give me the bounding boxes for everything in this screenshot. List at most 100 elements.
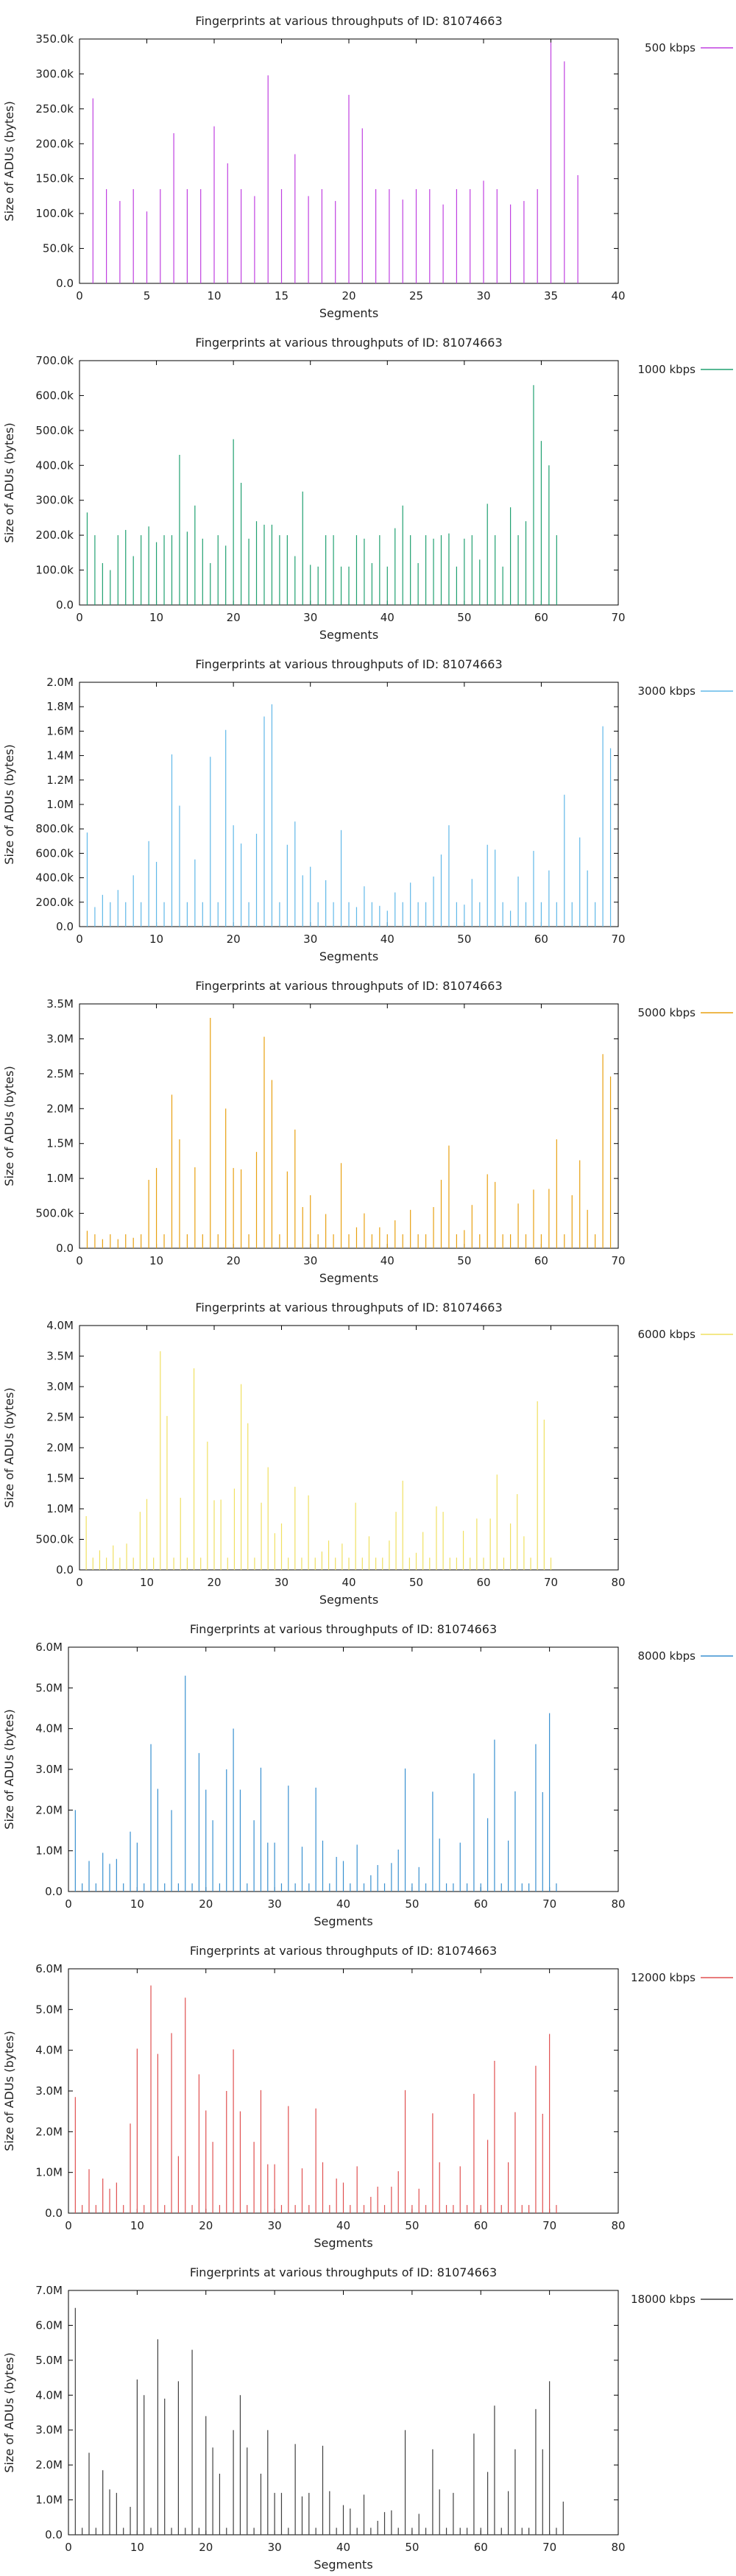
y-tick-label: 400.0k [35, 459, 74, 472]
y-tick-label: 250.0k [35, 102, 74, 116]
x-tick-label: 0 [65, 1897, 72, 1911]
x-axis-label: Segments [319, 306, 378, 320]
chart-title: Fingerprints at various throughputs of I… [190, 1944, 497, 1958]
chart-title: Fingerprints at various throughputs of I… [195, 14, 502, 28]
x-tick-label: 0 [65, 2219, 72, 2232]
chart-svg-5: Fingerprints at various throughputs of I… [2, 1622, 733, 1928]
x-tick-label: 60 [476, 1576, 490, 1589]
y-axis-label: Size of ADUs (bytes) [2, 422, 16, 542]
legend-label: 3000 kbps [638, 684, 696, 698]
y-tick-label: 0.0 [56, 598, 74, 612]
x-tick-label: 70 [542, 1897, 556, 1911]
y-tick-label: 1.5M [46, 1472, 74, 1485]
y-tick-label: 2.0M [46, 1441, 74, 1454]
chart-title: Fingerprints at various throughputs of I… [190, 1622, 497, 1636]
legend-label: 1000 kbps [638, 363, 696, 376]
y-tick-label: 6.0M [35, 2318, 63, 2332]
y-axis-label: Size of ADUs (bytes) [2, 2352, 16, 2472]
x-axis-label: Segments [319, 1593, 378, 1607]
x-tick-label: 30 [275, 1576, 289, 1589]
chart-panel-0: Fingerprints at various throughputs of I… [0, 0, 736, 322]
y-tick-label: 5.0M [35, 2354, 63, 2367]
x-tick-label: 20 [227, 611, 241, 624]
series-bars [74, 2307, 564, 2535]
y-tick-label: 500.0k [35, 1207, 74, 1220]
x-axis-label: Segments [319, 949, 378, 963]
y-tick-label: 6.0M [35, 1962, 63, 1975]
x-tick-label: 60 [474, 2219, 488, 2232]
x-tick-label: 70 [611, 611, 625, 624]
chart-svg-3: Fingerprints at various throughputs of I… [2, 979, 733, 1285]
x-tick-label: 20 [199, 1897, 213, 1911]
x-tick-label: 20 [227, 933, 241, 946]
y-tick-label: 7.0M [35, 2284, 63, 2297]
y-tick-label: 2.5M [46, 1067, 74, 1080]
x-tick-label: 10 [149, 1254, 163, 1267]
y-axis-label: Size of ADUs (bytes) [2, 1066, 16, 1186]
legend-label: 18000 kbps [631, 2293, 696, 2306]
x-axis-label: Segments [314, 2558, 372, 2572]
x-tick-label: 10 [140, 1576, 154, 1589]
x-tick-label: 30 [476, 289, 490, 302]
series-bars [74, 1985, 557, 2213]
x-tick-label: 15 [275, 289, 289, 302]
chart-svg-6: Fingerprints at various throughputs of I… [2, 1944, 733, 2250]
y-tick-label: 200.0k [35, 528, 74, 542]
y-tick-label: 350.0k [35, 32, 74, 46]
x-axis-label: Segments [319, 628, 378, 642]
x-tick-label: 0 [76, 1576, 83, 1589]
x-tick-label: 5 [144, 289, 151, 302]
chart-panel-5: Fingerprints at various throughputs of I… [0, 1608, 736, 1930]
y-tick-label: 2.5M [46, 1411, 74, 1424]
y-tick-label: 700.0k [35, 354, 74, 367]
y-axis-label: Size of ADUs (bytes) [2, 1709, 16, 1829]
y-tick-label: 1.0M [35, 2166, 63, 2179]
y-tick-label: 6.0M [35, 1641, 63, 1654]
y-tick-label: 3.5M [46, 1350, 74, 1363]
y-tick-label: 150.0k [35, 172, 74, 185]
legend-label: 500 kbps [645, 41, 696, 54]
y-tick-label: 1.8M [46, 700, 74, 713]
x-tick-label: 30 [303, 933, 317, 946]
y-tick-label: 1.6M [46, 724, 74, 737]
y-tick-label: 3.0M [46, 1032, 74, 1045]
x-tick-label: 30 [303, 611, 317, 624]
y-tick-label: 1.4M [46, 749, 74, 762]
chart-svg-4: Fingerprints at various throughputs of I… [2, 1301, 733, 1607]
x-tick-label: 0 [76, 1254, 83, 1267]
y-axis-label: Size of ADUs (bytes) [2, 2031, 16, 2151]
x-tick-label: 40 [381, 933, 394, 946]
y-tick-label: 1.0M [35, 1844, 63, 1858]
legend-label: 12000 kbps [631, 1971, 696, 1984]
x-tick-label: 20 [342, 289, 355, 302]
x-tick-label: 40 [336, 1897, 350, 1911]
y-tick-label: 600.0k [35, 389, 74, 402]
chart-svg-2: Fingerprints at various throughputs of I… [2, 657, 733, 963]
x-tick-label: 20 [199, 2541, 213, 2554]
chart-title: Fingerprints at various throughputs of I… [190, 2265, 497, 2279]
x-tick-label: 30 [268, 2219, 282, 2232]
y-axis-label: Size of ADUs (bytes) [2, 1387, 16, 1507]
y-tick-label: 3.0M [35, 2424, 63, 2437]
x-tick-label: 80 [611, 2219, 625, 2232]
y-tick-label: 2.0M [35, 2458, 63, 2471]
plot-frame [79, 682, 619, 927]
x-tick-label: 40 [342, 1576, 355, 1589]
x-tick-label: 60 [474, 1897, 488, 1911]
x-tick-label: 10 [130, 2219, 144, 2232]
y-tick-label: 400.0k [35, 871, 74, 885]
legend-label: 6000 kbps [638, 1328, 696, 1341]
x-tick-label: 70 [542, 2219, 556, 2232]
y-tick-label: 200.0k [35, 896, 74, 909]
y-tick-label: 4.0M [35, 2044, 63, 2057]
y-tick-label: 4.0M [46, 1319, 74, 1332]
legend-label: 5000 kbps [638, 1006, 696, 1019]
x-tick-label: 50 [405, 1897, 419, 1911]
x-tick-label: 70 [611, 933, 625, 946]
y-tick-label: 0.0 [56, 277, 74, 290]
x-tick-label: 10 [130, 2541, 144, 2554]
y-tick-label: 3.0M [46, 1380, 74, 1393]
y-tick-label: 0.0 [45, 2207, 63, 2220]
y-tick-label: 5.0M [35, 1681, 63, 1694]
chart-svg-1: Fingerprints at various throughputs of I… [2, 336, 733, 642]
